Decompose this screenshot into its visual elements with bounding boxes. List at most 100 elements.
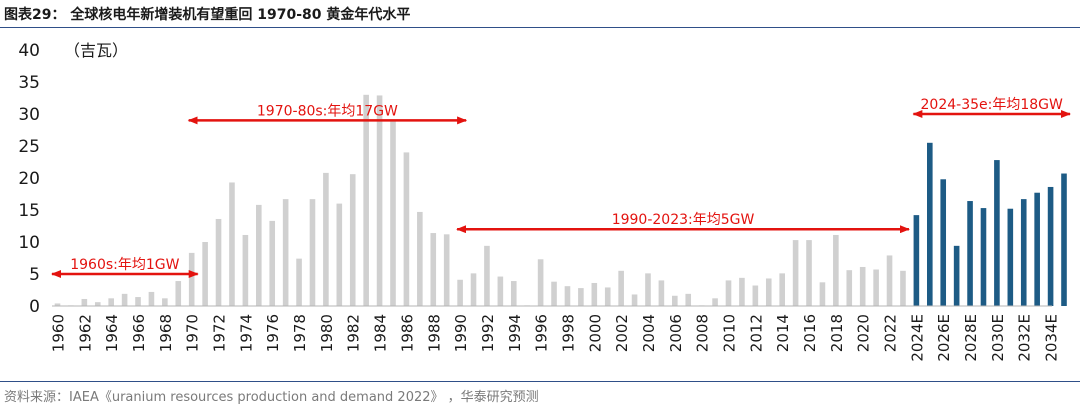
x-tick-label: 1992: [479, 314, 497, 352]
bar: [846, 270, 853, 306]
source-note: 资料来源：IAEA《uranium resources production a…: [4, 390, 539, 405]
bar: [430, 233, 437, 306]
x-tick-label: 2000: [586, 314, 604, 352]
x-tick-label: 1968: [157, 314, 175, 352]
x-tick-label: 1998: [559, 314, 577, 352]
bar: [336, 203, 343, 306]
annotation-label: 2024-35e:年均18GW: [921, 97, 1063, 113]
x-tick-label: 1994: [506, 314, 524, 352]
bar: [752, 285, 759, 306]
bar: [363, 94, 369, 306]
bar: [1061, 173, 1067, 306]
y-tick-label: 0: [29, 297, 40, 317]
x-tick-label: 2010: [721, 314, 739, 352]
x-tick-label: 2002: [613, 314, 631, 352]
bar: [1020, 199, 1027, 306]
bar: [631, 294, 638, 306]
x-tick-label: 1988: [425, 314, 443, 352]
bar: [390, 120, 396, 307]
bar: [672, 295, 678, 306]
x-tick-label: 2016: [801, 314, 819, 352]
bar: [108, 298, 114, 306]
bar: [645, 273, 651, 306]
bar: [443, 234, 450, 306]
bar: [510, 281, 517, 306]
x-tick-label: 1974: [237, 314, 255, 352]
bar: [296, 258, 302, 306]
x-tick-label: 1986: [398, 314, 416, 352]
x-tick-label: 2014: [774, 314, 792, 352]
bar: [604, 287, 611, 306]
bar: [81, 298, 88, 306]
x-tick-label: 1970: [184, 314, 202, 352]
annotation-label: 1990-2023:年均5GW: [612, 212, 755, 228]
x-tick-label: 2026E: [935, 314, 953, 362]
bar: [323, 172, 329, 306]
bar: [578, 288, 584, 306]
y-tick-label: 5: [29, 265, 40, 285]
x-tick-label: 2030E: [989, 314, 1007, 362]
x-tick-label: 1984: [372, 314, 390, 352]
bar: [765, 278, 772, 306]
bar: [135, 297, 141, 306]
chart-title: 图表29： 全球核电年新增装机有望重回 1970-80 黄金年代水平: [4, 7, 411, 23]
x-tick-label: 1990: [452, 314, 470, 352]
bar: [282, 199, 289, 306]
bar: [819, 282, 826, 306]
bar: [725, 280, 732, 306]
y-tick-label: 15: [18, 201, 40, 221]
bar: [537, 259, 544, 306]
y-tick-label: 20: [18, 169, 40, 189]
bar: [309, 199, 316, 306]
annotation-label: 1960s:年均1GW: [70, 257, 179, 273]
y-tick-label: 40: [18, 41, 40, 61]
bar: [484, 245, 490, 306]
bar: [994, 160, 1000, 306]
bar: [886, 255, 893, 306]
bar: [121, 293, 128, 306]
x-tick-label: 1972: [211, 314, 229, 352]
y-tick-label: 30: [18, 105, 40, 125]
y-tick-label: 25: [18, 137, 40, 157]
bar: [54, 303, 61, 306]
bar: [497, 276, 504, 306]
bar: [913, 215, 920, 306]
bar: [242, 234, 249, 306]
bar: [349, 174, 356, 306]
bar: [564, 286, 571, 306]
bar: [1034, 192, 1040, 306]
x-tick-label: 1996: [533, 314, 551, 352]
bar: [417, 211, 423, 306]
bar: [658, 280, 665, 306]
bar: [1047, 186, 1054, 306]
bar: [980, 208, 987, 306]
bar: [376, 95, 383, 306]
bar: [470, 273, 477, 306]
bar: [953, 245, 960, 306]
bar: [1007, 208, 1014, 306]
y-axis-unit: （吉瓦）: [64, 41, 128, 60]
bar: [202, 242, 208, 306]
annotation-label: 1970-80s:年均17GW: [257, 103, 398, 119]
y-tick-label: 35: [18, 73, 40, 93]
bar: [215, 218, 222, 306]
bar: [162, 298, 168, 306]
bar: [457, 279, 463, 306]
bar: [148, 291, 155, 306]
x-tick-label: 1982: [345, 314, 363, 352]
bar: [900, 270, 906, 306]
bar: [739, 277, 745, 306]
bar: [873, 269, 879, 306]
bar: [256, 204, 262, 306]
x-tick-label: 2004: [640, 314, 658, 352]
source-divider: [0, 381, 1080, 382]
x-tick-label: 2018: [828, 314, 846, 352]
x-tick-label: 1976: [264, 314, 282, 352]
bar: [229, 182, 235, 306]
bar: [779, 273, 785, 306]
x-tick-label: 1960: [50, 314, 68, 352]
bar: [967, 201, 973, 306]
x-tick-label: 2022: [882, 314, 900, 352]
bar: [618, 270, 624, 306]
bar: [859, 266, 866, 306]
